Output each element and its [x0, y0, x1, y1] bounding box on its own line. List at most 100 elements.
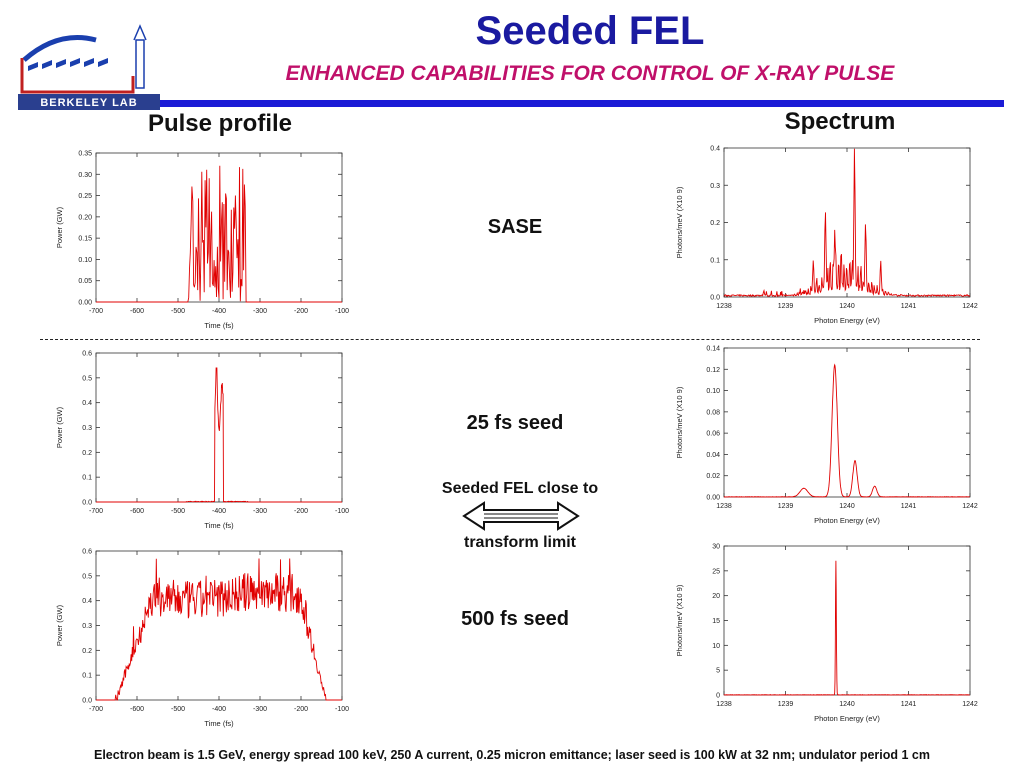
x-axis-label: Photon Energy (eV): [814, 714, 880, 723]
x-tick-label: -500: [171, 308, 185, 315]
column-heading-spectrum: Spectrum: [784, 108, 896, 135]
y-tick-label: 0.0: [82, 500, 92, 507]
x-tick-label: -300: [253, 308, 267, 315]
chart-spectrum-25fs: 1238 1239 1240 1241 1242 0.00 0.02 0.04 0.06 0.08…: [675, 346, 978, 526]
plot-frame: [723, 545, 971, 696]
x-tick-label: -600: [130, 308, 144, 315]
page-subtitle: ENHANCED CAPABILITIES FOR CONTROL OF X-R…: [285, 62, 895, 85]
x-tick-label: 1240: [839, 503, 855, 510]
x-axis-label: Time (fs): [204, 521, 234, 530]
y-tick-label: 0.30: [78, 172, 92, 179]
series-line: [96, 558, 342, 701]
y-tick-label: 0.14: [706, 346, 720, 353]
y-tick-label: 0.15: [78, 236, 92, 243]
plot-frame: [723, 347, 971, 498]
x-tick-label: 1241: [901, 303, 917, 310]
x-tick-label: -700: [89, 706, 103, 713]
x-tick-label: 1238: [716, 503, 732, 510]
series-line: [96, 165, 342, 303]
x-tick-label: -300: [253, 508, 267, 515]
x-tick-label: -100: [335, 508, 349, 515]
y-tick-label: 5: [716, 668, 720, 675]
section-divider: [40, 339, 980, 340]
y-tick-label: 0.3: [710, 183, 720, 190]
chart-pulse-25fs: -700 -600 -500 -400 -300 -200 -100 0.0 0.1 0.2 0.3…: [55, 351, 349, 531]
x-tick-label: 1241: [901, 701, 917, 708]
series-line: [723, 363, 970, 498]
x-tick-label: -100: [335, 308, 349, 315]
y-tick-label: 0.25: [78, 193, 92, 200]
y-tick-label: 0.08: [706, 409, 720, 416]
x-tick-label: -700: [89, 508, 103, 515]
y-tick-label: 30: [712, 544, 720, 551]
y-tick-label: 0.6: [82, 351, 92, 358]
y-tick-label: 0.20: [78, 214, 92, 221]
x-axis-label: Time (fs): [204, 719, 234, 728]
chart-spectrum-sase: 1238 1239 1240 1241 1242 0.0 0.1 0.2 0.3 0.4 Photo…: [675, 146, 978, 326]
header-rule: [160, 100, 1004, 107]
y-tick-label: 0.00: [78, 300, 92, 307]
row-label-sase: SASE: [487, 216, 543, 238]
y-tick-label: 0.3: [82, 425, 92, 432]
double-arrow-icon: [462, 501, 580, 531]
y-tick-label: 25: [712, 568, 720, 575]
y-axis-label: Power (GW): [55, 206, 64, 248]
series-line: [723, 148, 971, 298]
x-tick-label: -300: [253, 706, 267, 713]
y-tick-label: 0.3: [82, 623, 92, 630]
note-line-1: Seeded FEL close to: [441, 480, 599, 497]
y-tick-label: 0.00: [706, 495, 720, 502]
x-tick-label: -100: [335, 706, 349, 713]
x-tick-label: -200: [294, 508, 308, 515]
x-tick-label: 1238: [716, 303, 732, 310]
y-tick-label: 0.02: [706, 473, 720, 480]
column-heading-pulse-profile: Pulse profile: [147, 110, 293, 137]
x-tick-label: -200: [294, 308, 308, 315]
x-tick-label: 1240: [839, 303, 855, 310]
y-axis-label: Power (GW): [55, 604, 64, 646]
y-tick-label: 10: [712, 643, 720, 650]
x-tick-label: -400: [212, 308, 226, 315]
y-tick-label: 0.6: [82, 549, 92, 556]
y-tick-label: 0.06: [706, 431, 720, 438]
note-line-2: transform limit: [463, 534, 576, 551]
x-tick-label: -200: [294, 706, 308, 713]
footer-note: Electron beam is 1.5 GeV, energy spread …: [93, 748, 930, 762]
y-axis-label: Photons/meV (X10 9): [675, 186, 684, 258]
x-tick-label: 1241: [901, 503, 917, 510]
x-tick-label: -400: [212, 706, 226, 713]
y-tick-label: 0.4: [710, 146, 720, 153]
row-label-500fs: 500 fs seed: [461, 608, 569, 630]
y-tick-label: 0.04: [706, 452, 720, 459]
logo-text: BERKELEY LAB: [40, 97, 137, 109]
y-tick-label: 0.10: [706, 388, 720, 395]
y-tick-label: 0.2: [82, 648, 92, 655]
x-axis-label: Photon Energy (eV): [814, 316, 880, 325]
y-tick-label: 0.4: [82, 598, 92, 605]
x-axis-label: Time (fs): [204, 321, 234, 330]
y-tick-label: 0: [716, 693, 720, 700]
x-tick-label: -600: [130, 706, 144, 713]
series-line: [96, 367, 342, 503]
x-tick-label: 1242: [962, 503, 978, 510]
plot-frame: [95, 550, 343, 701]
y-tick-label: 0.12: [706, 367, 720, 374]
y-tick-label: 0.10: [78, 257, 92, 264]
x-tick-label: 1239: [778, 701, 794, 708]
x-tick-label: 1238: [716, 701, 732, 708]
x-tick-label: -400: [212, 508, 226, 515]
y-tick-label: 0.5: [82, 573, 92, 580]
y-tick-label: 15: [712, 618, 720, 625]
y-tick-label: 0.2: [82, 450, 92, 457]
chart-pulse-500fs: -700 -600 -500 -400 -300 -200 -100 0.0 0.1 0.2 0.3…: [55, 549, 349, 729]
chart-pulse-sase: -700 -600 -500 -400 -300 -200 -100 0.00 0.05 0.10…: [55, 151, 349, 331]
x-tick-label: -600: [130, 508, 144, 515]
y-tick-label: 0.2: [710, 220, 720, 227]
y-axis-label: Photons/meV (X10 9): [675, 386, 684, 458]
y-tick-label: 0.1: [82, 475, 92, 482]
x-tick-label: 1242: [962, 701, 978, 708]
y-tick-label: 0.0: [710, 295, 720, 302]
y-axis-label: Power (GW): [55, 406, 64, 448]
x-tick-label: -700: [89, 308, 103, 315]
x-axis-label: Photon Energy (eV): [814, 516, 880, 525]
